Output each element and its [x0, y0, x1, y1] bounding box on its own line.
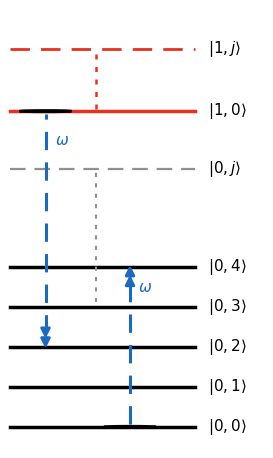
Ellipse shape: [19, 110, 72, 112]
Text: $|1, 0\rangle$: $|1, 0\rangle$: [208, 101, 247, 121]
Text: $\omega$: $\omega$: [55, 132, 69, 147]
Ellipse shape: [104, 426, 156, 428]
Text: $|0, 0\rangle$: $|0, 0\rangle$: [208, 417, 247, 437]
Text: $|0, j\rangle$: $|0, j\rangle$: [208, 159, 242, 179]
Text: $|1, j\rangle$: $|1, j\rangle$: [208, 39, 242, 59]
Text: $|0, 1\rangle$: $|0, 1\rangle$: [208, 377, 247, 397]
Text: $\omega$: $\omega$: [138, 280, 152, 295]
Text: $|0, 3\rangle$: $|0, 3\rangle$: [208, 297, 247, 317]
Text: $|0, 4\rangle$: $|0, 4\rangle$: [208, 257, 247, 277]
Text: $|0, 2\rangle$: $|0, 2\rangle$: [208, 337, 247, 357]
